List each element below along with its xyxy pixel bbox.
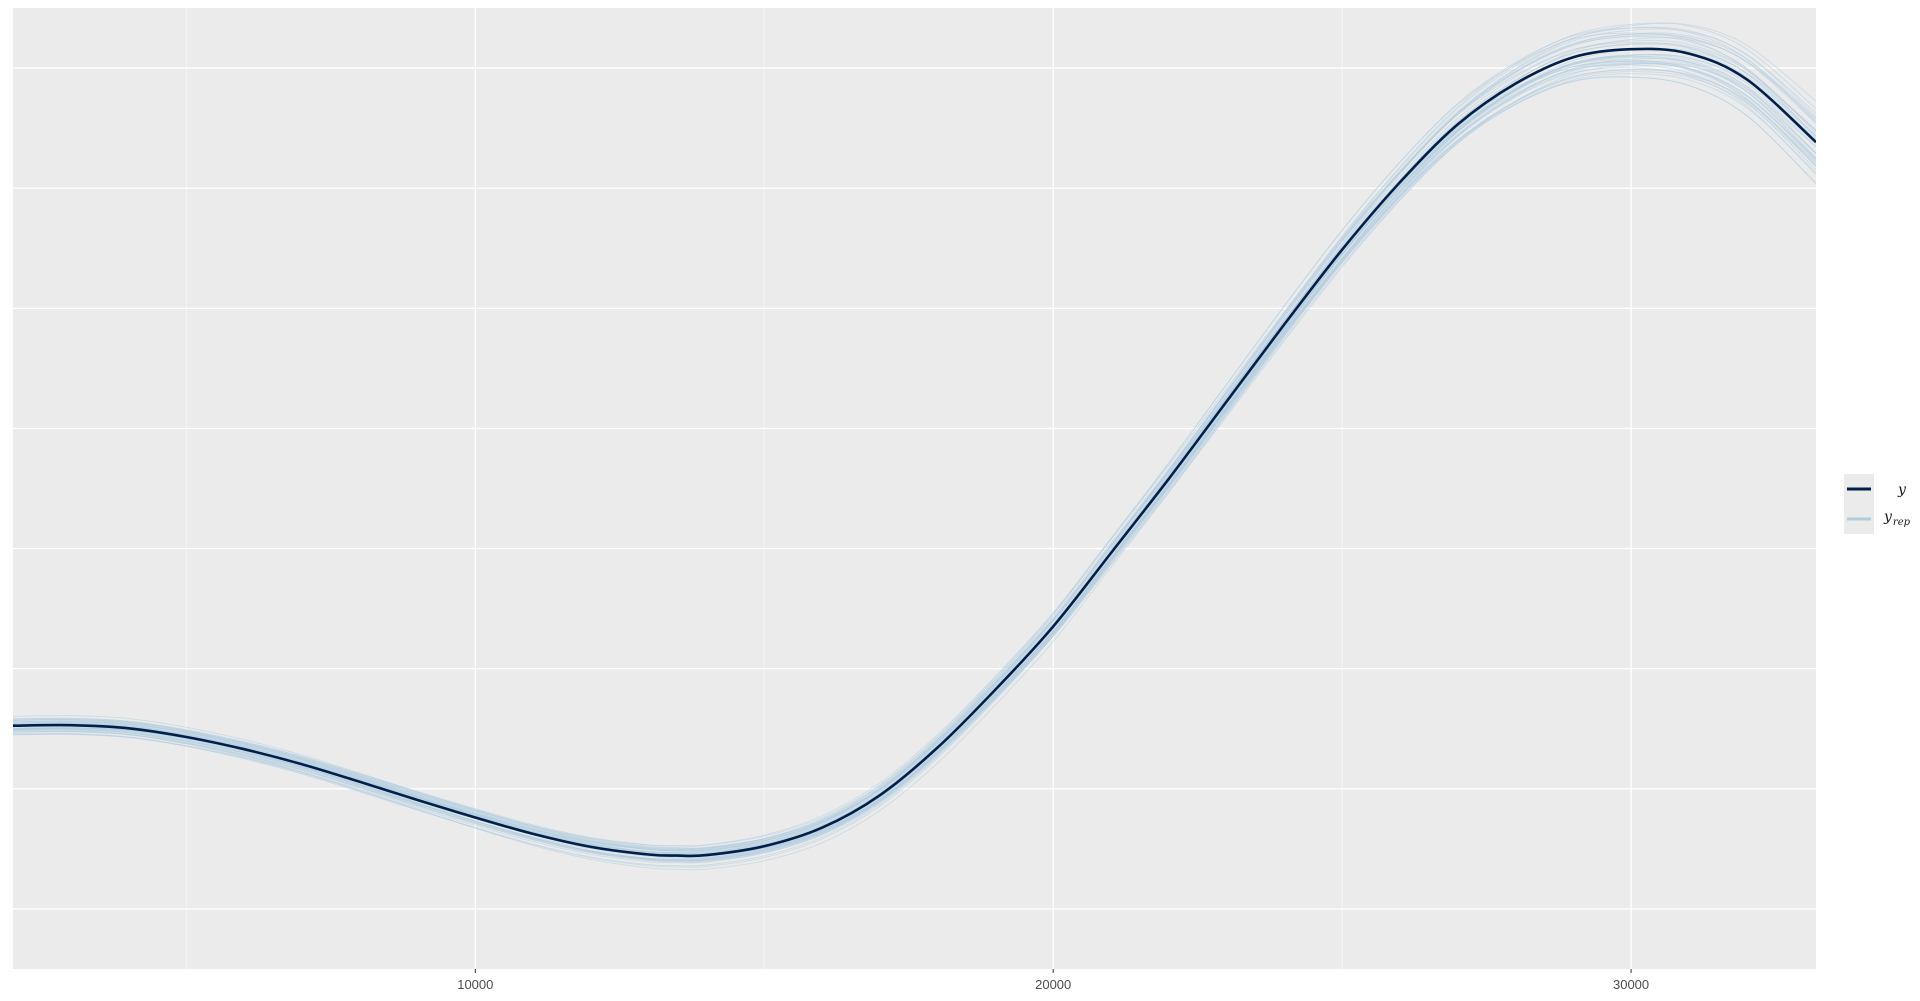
legend-label-y-main: y xyxy=(1897,482,1907,498)
legend-label-y: y xyxy=(1897,482,1907,498)
legend-label-y-rep-main: y xyxy=(1883,509,1893,525)
y-rep-line xyxy=(13,76,1816,861)
y-rep-line xyxy=(13,42,1816,851)
y-rep-line xyxy=(13,59,1816,857)
y-rep-line xyxy=(13,60,1816,850)
y-series-line xyxy=(13,47,1816,858)
plot-panel xyxy=(13,8,1816,969)
y-rep-line xyxy=(13,34,1816,847)
y-line xyxy=(13,47,1816,858)
grid-minor xyxy=(185,8,1343,969)
x-axis: 10000 20000 30000 xyxy=(457,969,1649,992)
x-tick-label: 10000 xyxy=(457,977,493,992)
y-rep-line xyxy=(13,67,1816,867)
legend: y yrep xyxy=(1844,474,1911,534)
grid-major xyxy=(13,8,1816,969)
x-tick-label: 30000 xyxy=(1613,977,1649,992)
y-rep-line xyxy=(13,54,1816,871)
legend-label-y-rep-sub: rep xyxy=(1893,517,1911,528)
y-rep-line xyxy=(13,61,1816,853)
y-rep-line xyxy=(13,27,1816,851)
x-tick-label: 20000 xyxy=(1035,977,1071,992)
legend-label-y-rep: yrep xyxy=(1883,509,1911,528)
